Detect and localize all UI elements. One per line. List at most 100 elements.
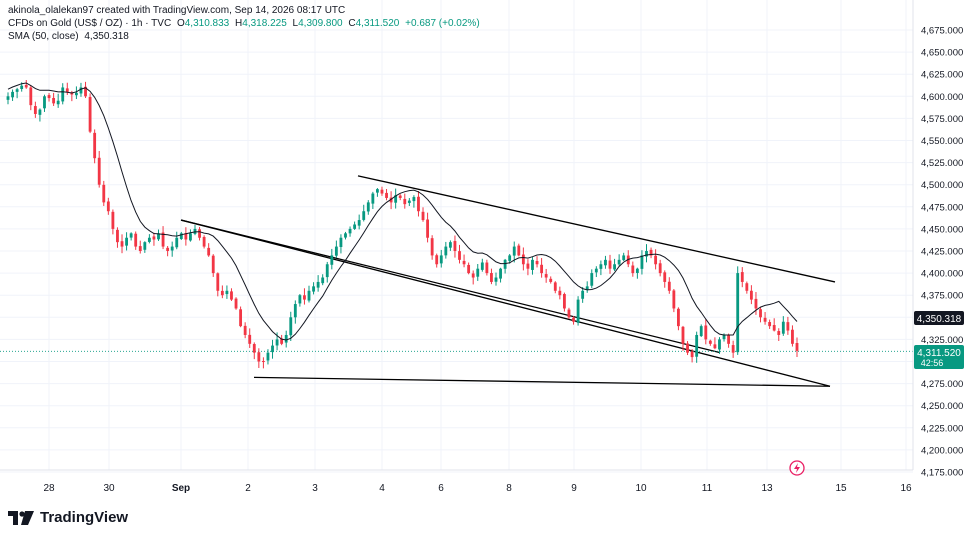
lightning-icon[interactable]	[789, 460, 805, 476]
candle-body	[540, 264, 544, 274]
time-tick-label: 13	[761, 483, 773, 494]
candle-body	[289, 317, 293, 336]
candle-body	[476, 268, 480, 277]
candle-body	[184, 233, 188, 240]
candle-body	[581, 290, 585, 299]
candle-body	[257, 352, 261, 362]
candle-body	[38, 109, 42, 115]
candle-body	[307, 290, 311, 301]
price-tick-label: 4,550.000	[921, 136, 963, 147]
indicator-name: SMA (50, close)	[8, 31, 79, 42]
indicator-value: 4,350.318	[84, 31, 129, 42]
candle-body	[239, 309, 243, 327]
candle-body	[695, 334, 699, 357]
price-tick-label: 4,175.000	[921, 468, 963, 479]
candle-body	[690, 351, 694, 358]
price-tick-label: 4,275.000	[921, 379, 963, 390]
candle-body	[234, 298, 238, 309]
trendline[interactable]	[357, 175, 836, 283]
candle-body	[654, 255, 658, 265]
candle-body	[553, 282, 557, 291]
candle-body	[243, 325, 247, 335]
candle-body	[585, 286, 589, 290]
candle-body	[681, 326, 685, 344]
candle-body	[749, 290, 753, 300]
candle-body	[786, 322, 790, 331]
candle-body	[768, 322, 772, 327]
candle-body	[708, 340, 712, 344]
candle-body	[56, 100, 60, 105]
candle-body	[207, 247, 211, 256]
candle-body	[594, 268, 598, 273]
candle-body	[435, 255, 439, 265]
candle-body	[252, 344, 256, 353]
time-tick-label: 8	[506, 483, 512, 494]
candle-body	[15, 89, 19, 92]
low-value: 4,309.800	[298, 18, 343, 29]
candle-body	[604, 259, 607, 266]
candle-body	[216, 273, 220, 291]
trendline[interactable]	[253, 376, 831, 387]
candle-body	[403, 198, 407, 205]
candle-body	[503, 259, 507, 269]
candle-body	[772, 325, 776, 331]
candle-body	[718, 339, 721, 350]
candle-body	[448, 242, 452, 248]
candle-body	[93, 132, 97, 159]
candle-body	[512, 246, 516, 256]
candle-body	[617, 259, 621, 265]
time-axis[interactable]: 28 30 Sep 2 3 4 6 8 9 10 11 13 15 16	[43, 483, 912, 494]
price-tick-label: 4,325.000	[921, 335, 963, 346]
high-value: 4,318.225	[242, 18, 287, 29]
time-tick-label: 15	[835, 483, 847, 494]
price-tick-label: 4,650.000	[921, 48, 963, 59]
sma-badge: 4,350.318	[917, 314, 962, 325]
candle-body	[152, 236, 156, 240]
change-value: +0.687 (+0.02%)	[405, 18, 480, 29]
price-axis[interactable]: 4,675.000 4,650.000 4,625.000 4,600.000 4,57…	[921, 26, 963, 479]
candle-body	[535, 260, 539, 265]
time-tick-label: 2	[245, 483, 251, 494]
candle-body	[61, 87, 65, 102]
candle-body	[608, 260, 612, 269]
candle-body	[11, 91, 14, 98]
candle-body	[663, 272, 667, 282]
candle-body	[353, 224, 357, 229]
indicator-line[interactable]: SMA (50, close) 4,350.318	[8, 30, 483, 43]
candle-body	[704, 325, 708, 340]
candle-body	[330, 255, 334, 265]
trendlines	[0, 175, 913, 387]
sma-line	[7, 82, 798, 341]
candle-body	[672, 290, 676, 309]
tradingview-logo[interactable]: TradingView	[8, 509, 128, 526]
candle-body	[275, 339, 279, 346]
candle-body	[795, 342, 799, 351]
candle-body	[439, 255, 443, 264]
candle-body	[225, 290, 229, 295]
candle-body	[111, 211, 115, 229]
candle-body	[394, 195, 398, 203]
trendline-lower-channel[interactable]	[180, 219, 831, 387]
candle-body	[526, 263, 530, 269]
candle-body	[622, 255, 626, 261]
candle-body	[202, 236, 206, 247]
candle-body	[52, 97, 56, 104]
candle-body	[357, 220, 361, 226]
candle-body	[471, 273, 475, 278]
candle-body	[88, 97, 92, 132]
candle-body	[544, 274, 548, 278]
candle-body	[485, 262, 489, 274]
candle-body	[417, 196, 420, 212]
candle-body	[576, 299, 580, 323]
candle-body	[65, 88, 69, 92]
trendline[interactable]	[180, 219, 721, 354]
candle-body	[645, 251, 648, 257]
candle-body	[147, 237, 151, 242]
candle-body	[298, 295, 302, 304]
symbol-label[interactable]: CFDs on Gold (US$ / OZ) · 1h · TVC	[8, 18, 172, 29]
candle-body	[567, 309, 571, 318]
candle-body	[316, 281, 320, 288]
price-tick-label: 4,225.000	[921, 423, 963, 434]
